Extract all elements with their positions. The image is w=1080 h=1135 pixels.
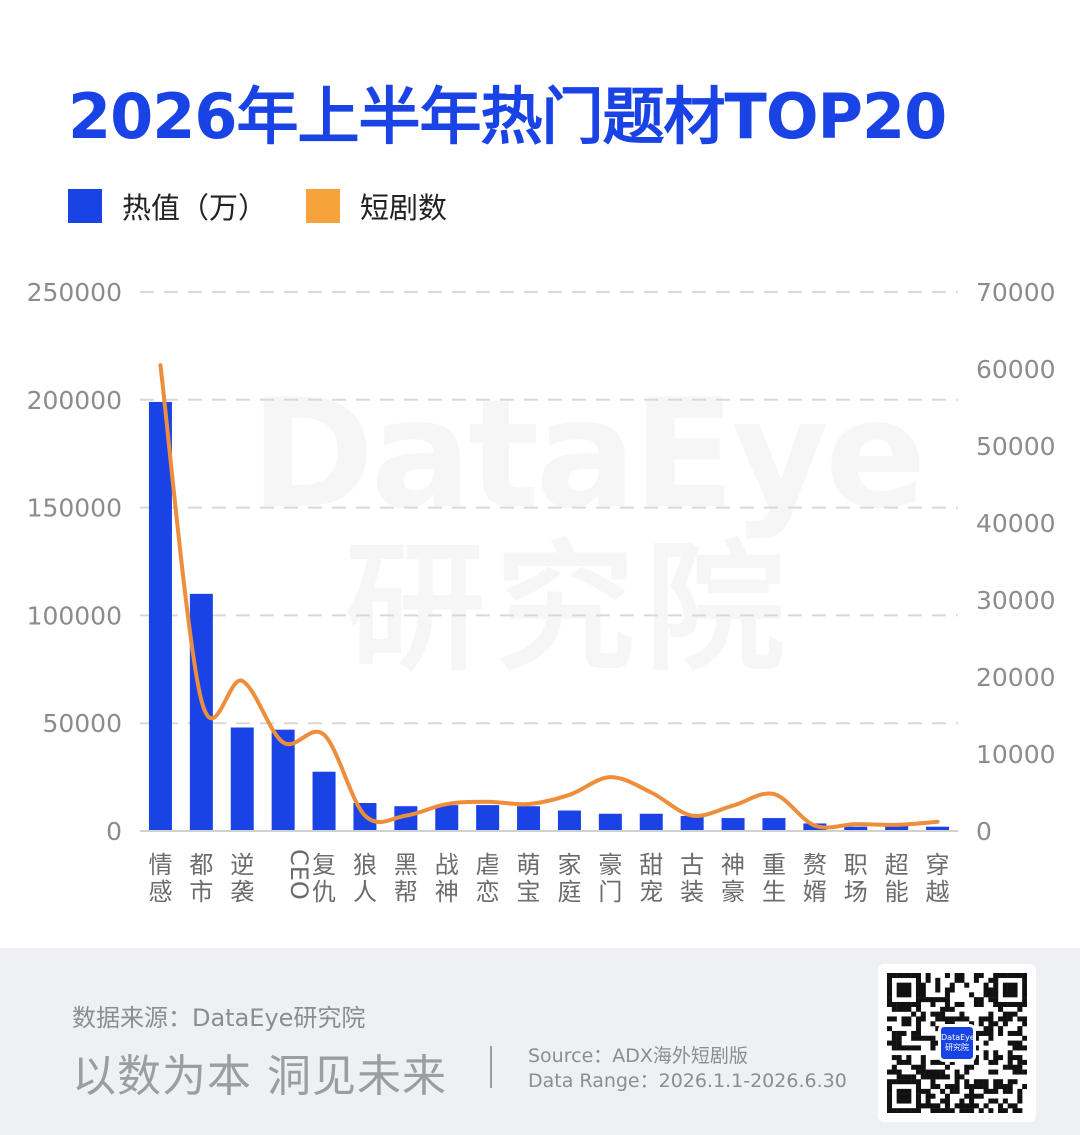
y-right-tick-label: 20000 (976, 663, 1056, 692)
x-category-label: 战神 (435, 851, 459, 906)
x-category-label: 情感 (148, 851, 172, 906)
qr-logo: DataEye 研究院 (938, 1024, 976, 1062)
footer-meta: Source：ADX海外短剧版 Data Range：2026.1.1-2026… (528, 1044, 847, 1094)
x-category-label: 都市 (189, 851, 213, 906)
legend-label-count: 短剧数 (360, 191, 448, 225)
x-category-label: 超能 (885, 851, 909, 906)
x-category-label: 神豪 (721, 851, 745, 906)
x-category-label: 古装 (680, 851, 704, 906)
y-axis-left-ticks: 250000 200000 150000 100000 50000 0 (27, 278, 122, 846)
bar-逆袭 (230, 727, 254, 831)
x-category-label: 家庭 (557, 851, 581, 906)
bar-超能 (885, 825, 909, 831)
y-right-tick-label: 0 (976, 817, 992, 846)
y-right-tick-label: 40000 (976, 509, 1056, 538)
x-category-label: 狼人 (353, 851, 377, 906)
bar-职场 (844, 826, 868, 831)
legend-swatch-heat (68, 189, 102, 223)
data-source: 数据来源：DataEye研究院 (72, 1004, 366, 1032)
footer-divider (490, 1046, 492, 1088)
x-category-label: 萌宝 (517, 851, 541, 906)
x-category-label: 虐恋 (476, 851, 500, 906)
bar-虐恋 (476, 805, 500, 831)
line-series-count (158, 363, 940, 830)
y-left-tick-label: 250000 (27, 278, 122, 307)
x-category-label: 复仇 (312, 851, 336, 906)
x-category-label: 重生 (762, 851, 786, 906)
legend-item-heat: 热值（万） (68, 186, 267, 226)
y-left-tick-label: 50000 (42, 709, 122, 738)
x-category-label: 穿越 (926, 851, 950, 906)
bar-萌宝 (517, 806, 541, 831)
x-category-label: 豪门 (598, 851, 622, 906)
y-left-tick-label: 100000 (27, 601, 122, 630)
x-category-label: 逆袭 (230, 851, 254, 906)
x-category-label: 甜宠 (639, 851, 663, 906)
x-category-label: 黑帮 (394, 851, 418, 906)
bar-神豪 (721, 818, 745, 831)
y-right-tick-label: 30000 (976, 586, 1056, 615)
bar-古装 (680, 815, 704, 831)
qr-code-icon: DataEye 研究院 (878, 964, 1036, 1122)
legend-swatch-count (306, 189, 340, 223)
y-right-tick-label: 70000 (976, 278, 1056, 307)
y-right-tick-label: 50000 (976, 432, 1056, 461)
bar-都市 (189, 593, 213, 831)
y-left-tick-label: 0 (106, 817, 122, 846)
bar-甜宠 (639, 813, 663, 831)
date-range: Data Range：2026.1.1-2026.6.30 (528, 1070, 847, 1092)
slogan: 以数为本 洞见未来 (72, 1051, 447, 1102)
x-category-label: 职场 (844, 851, 868, 906)
y-right-tick-label: 60000 (976, 355, 1056, 384)
y-axis-right-ticks: 70000 60000 50000 40000 30000 20000 10000 0 (976, 278, 1056, 846)
chart-title: 2026年上半年热门题材TOP20 (68, 80, 947, 153)
x-category-label: 赘婿 (803, 851, 827, 906)
bar-重生 (762, 818, 786, 831)
bar-复仇 (312, 771, 336, 831)
source-en: Source：ADX海外短剧版 (528, 1045, 748, 1067)
bar-家庭 (557, 810, 581, 831)
bar-豪门 (598, 813, 622, 831)
legend-label-heat: 热值（万） (122, 191, 268, 225)
bar-series-heat (148, 401, 950, 831)
grid-lines (140, 291, 958, 725)
x-category-label: CEO (285, 849, 313, 900)
bar-CEO (271, 729, 295, 831)
bar-战神 (435, 805, 459, 831)
bar-情感 (148, 401, 172, 831)
footer: 数据来源：DataEye研究院 以数为本 洞见未来 Source：ADX海外短剧… (0, 948, 1080, 1135)
legend-item-count: 短剧数 (306, 186, 447, 226)
y-left-tick-label: 150000 (27, 494, 122, 523)
bar-穿越 (926, 826, 950, 831)
y-right-tick-label: 10000 (976, 740, 1056, 769)
y-left-tick-label: 200000 (27, 386, 122, 415)
